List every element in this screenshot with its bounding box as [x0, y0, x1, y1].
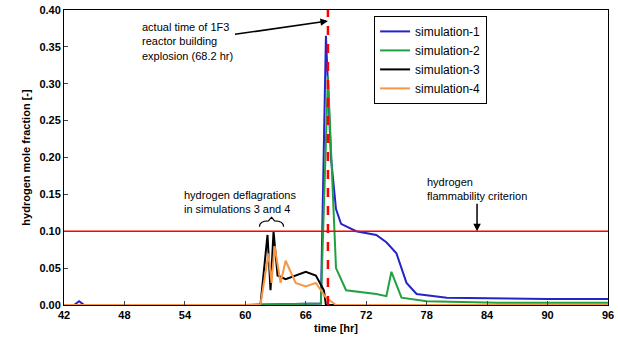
svg-text:66: 66 — [300, 309, 312, 321]
svg-text:simulation-3: simulation-3 — [415, 63, 480, 77]
svg-text:90: 90 — [541, 309, 553, 321]
svg-text:0.40: 0.40 — [39, 4, 60, 16]
svg-text:42: 42 — [58, 309, 70, 321]
svg-text:96: 96 — [602, 309, 614, 321]
svg-text:simulation-1: simulation-1 — [415, 25, 480, 39]
svg-text:0.35: 0.35 — [39, 41, 60, 53]
svg-text:hydrogenflammability criterion: hydrogenflammability criterion — [427, 176, 527, 202]
svg-text:48: 48 — [118, 309, 130, 321]
svg-text:time [hr]: time [hr] — [314, 322, 358, 334]
svg-text:simulation-4: simulation-4 — [415, 82, 480, 96]
svg-text:0.00: 0.00 — [39, 299, 60, 311]
svg-text:84: 84 — [481, 309, 494, 321]
svg-text:0.05: 0.05 — [39, 262, 60, 274]
svg-text:60: 60 — [239, 309, 251, 321]
svg-text:0.30: 0.30 — [39, 78, 60, 90]
svg-text:hydrogen mole fraction [-]: hydrogen mole fraction [-] — [20, 89, 32, 226]
svg-text:actual time of 1F3reactor buil: actual time of 1F3reactor buildingexplos… — [142, 21, 233, 62]
svg-text:hydrogen deflagrationsin simul: hydrogen deflagrationsin simulations 3 a… — [184, 189, 296, 215]
svg-text:simulation-2: simulation-2 — [415, 44, 480, 58]
svg-text:72: 72 — [360, 309, 372, 321]
svg-text:78: 78 — [421, 309, 433, 321]
svg-text:54: 54 — [179, 309, 192, 321]
svg-text:0.20: 0.20 — [39, 151, 60, 163]
svg-text:0.25: 0.25 — [39, 114, 60, 126]
svg-text:0.10: 0.10 — [39, 225, 60, 237]
svg-text:0.15: 0.15 — [39, 188, 60, 200]
